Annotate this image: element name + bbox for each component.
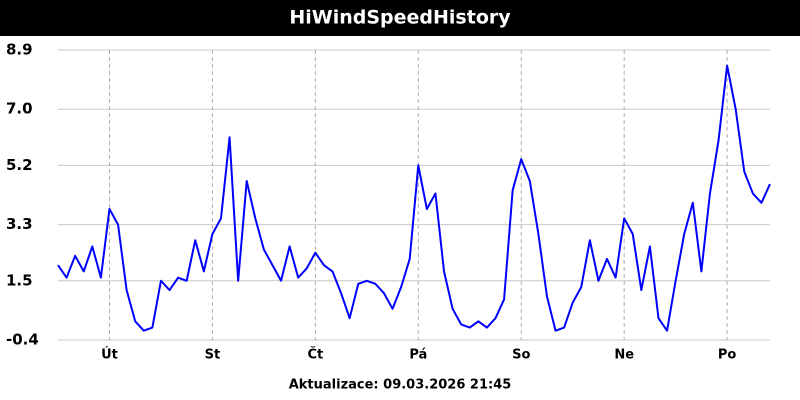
x-tick-label: Ne (614, 348, 634, 363)
x-tick-label: Po (718, 348, 737, 363)
x-tick-label: So (512, 348, 530, 363)
y-tick-label: 3.3 (6, 215, 33, 233)
x-tick-label: St (205, 348, 221, 363)
y-tick-label: 8.9 (6, 41, 33, 59)
x-tick-label: Pá (409, 348, 427, 363)
footer: Aktualizace: 09.03.2026 21:45 (289, 378, 512, 393)
data-line (57, 64, 771, 332)
x-tick-label: Čt (307, 347, 323, 363)
chart-title: HiWindSpeedHistory (289, 7, 511, 29)
y-tick-label: 1.5 (6, 271, 33, 289)
y-tick-label: 5.2 (6, 156, 33, 174)
title-bar (0, 0, 800, 36)
y-tick-label: 7.0 (6, 100, 33, 118)
x-tick-label: Út (101, 347, 118, 363)
y-tick-label: -0.4 (6, 331, 39, 349)
